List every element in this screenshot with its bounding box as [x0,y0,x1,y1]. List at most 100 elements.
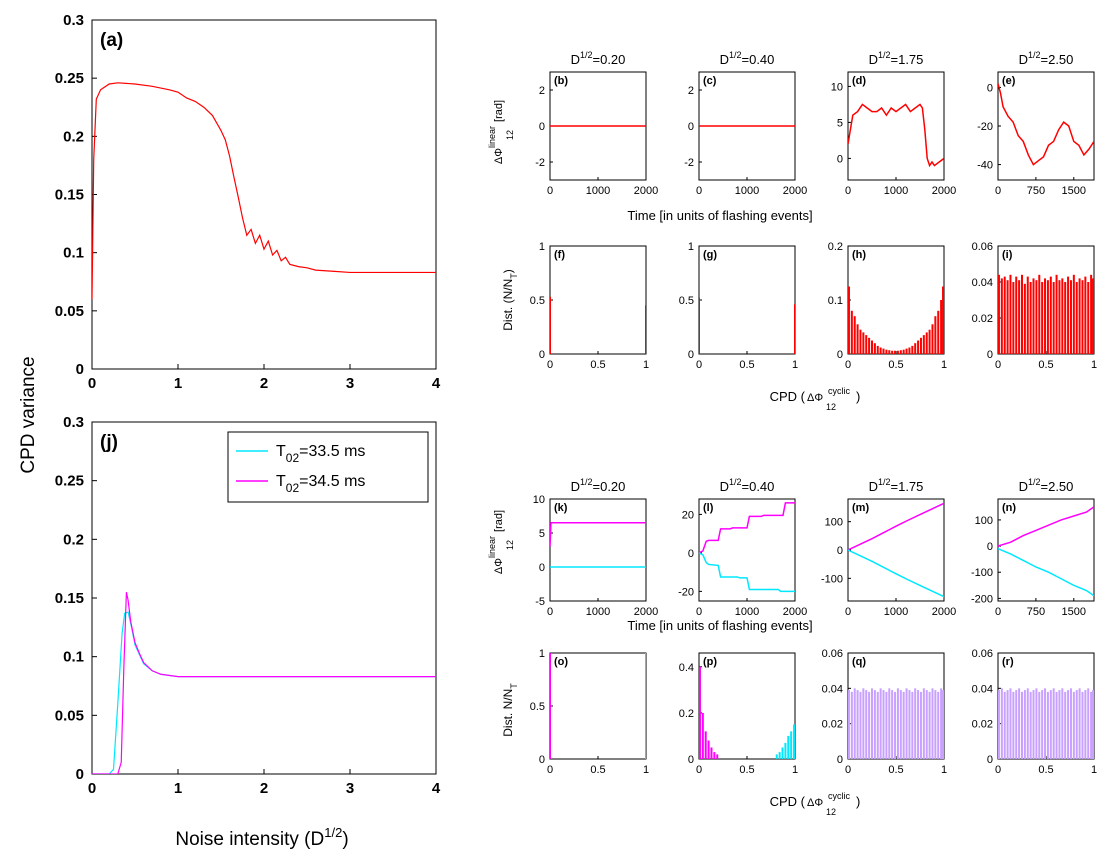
bar-i-0-17 [1046,280,1049,354]
panel-title-main-e: D [1019,52,1028,67]
series-line-e-0 [998,83,1094,166]
bar-q-0-15 [891,690,894,759]
bar-p-1-1 [778,752,781,759]
bar-p-1-3 [784,742,787,759]
bar-r-0-10 [1026,688,1029,759]
panel-label-i: (i) [1002,249,1013,261]
panel-label-d: (d) [852,75,866,87]
bar-q-0-11 [879,688,882,759]
x-tick-label-j: 3 [346,780,354,797]
bar-i-0-30 [1084,276,1087,354]
bar-i-0-10 [1026,276,1029,354]
plot-frame-g [698,245,796,355]
dist-ylabel-bottom-sub: T [509,683,519,689]
bar-q-0-28 [928,691,931,759]
panel-label-q: (q) [852,656,866,668]
bar-p-0-1 [701,712,704,759]
panel-label-g: (g) [703,249,717,261]
phase-ylabel-bottom-sup: linear [487,536,497,558]
phase-ylabel-top-unit: [rad] [493,100,505,122]
bar-h-0-20 [905,348,908,354]
cpd-variance-ylabel: CPD variance [18,356,39,473]
bar-r-0-22 [1061,688,1064,759]
bar-h-0-1 [850,310,853,354]
bar-g-0-1 [794,304,795,354]
series-line-m-0 [848,502,944,551]
bar-p-1-5 [790,731,793,759]
panel-j: 0 1 2 3 400.050.10.150.20.250.3(j) T02=33.5 m… [55,414,441,797]
bar-r-0-23 [1064,691,1067,759]
bar-r-0-20 [1055,691,1058,759]
y-tick-label-b: 0 [539,121,545,133]
y-tick-label-j: 0.25 [55,473,84,490]
bar-g-0-0 [699,297,700,354]
bar-r-0-31 [1087,688,1090,759]
bar-h-0-7 [868,337,871,354]
y-tick-label-l: 20 [682,509,694,521]
panel-label-r: (r) [1002,656,1014,668]
bar-i-0-33 [1092,278,1094,354]
bar-r-0-12 [1032,690,1035,759]
bar-h-0-15 [891,350,894,354]
x-tick-label-k: 2000 [634,606,658,618]
x-tick-label-f: 1 [643,359,649,371]
panel-label-a: (a) [100,30,123,51]
bar-h-0-10 [876,345,879,354]
bar-i-0-16 [1044,278,1047,354]
bar-h-0-29 [931,324,934,354]
plot-frame-l [698,498,796,602]
x-tick-label-b: 2000 [634,185,658,197]
bar-h-0-14 [888,350,891,354]
bar-q-0-2 [853,688,856,759]
dist-ylabel-top-sub: T [509,273,519,279]
bar-r-0-4 [1009,688,1012,759]
bar-q-0-9 [873,690,876,759]
panel-label-k: (k) [554,502,568,514]
panel-title-main-l: D [720,479,729,494]
panel-title-main-d: D [869,52,878,67]
y-tick-label-c: -2 [684,157,694,169]
panel-label-n: (n) [1002,502,1016,514]
panel-title-m: D1/2=1.75 [869,477,924,494]
bar-q-0-33 [942,690,944,759]
y-tick-label-c: 2 [688,85,694,97]
bar-i-0-25 [1069,280,1072,354]
bar-i-0-20 [1055,274,1058,354]
bar-i-0-4 [1009,274,1012,354]
x-tick-label-r: 0.5 [1038,764,1053,776]
noise-intensity-main: Noise intensity (D [175,829,324,850]
bar-h-0-25 [919,337,922,354]
bar-h-0-27 [925,332,928,354]
bar-i-0-12 [1032,278,1035,354]
bar-q-0-21 [908,690,911,759]
bar-q-0-10 [876,691,879,759]
bar-h-0-23 [914,343,917,354]
x-tick-label-o: 0.5 [590,764,605,776]
plot-frame-a [91,19,437,370]
x-tick-label-g: 1 [792,359,798,371]
bar-i-0-28 [1078,278,1081,354]
series-line-k-0 [550,522,646,547]
bar-q-0-12 [882,690,885,759]
panel-title-sup-l: 1/2 [729,477,742,487]
x-tick-label-e: 750 [1027,185,1045,197]
panel-h: 0 0.5 1 0 0.1 0.2 (h) [828,241,947,371]
x-tick-label-a: 4 [432,375,441,392]
dist-ylabel-bottom: Dist. N/NT [501,683,519,737]
series-line-l-1 [699,552,795,593]
svg-text:ΔΦlinear[rad]: ΔΦlinear [rad] [487,100,505,164]
svg-text:Dist. (N/NT): Dist. (N/NT) [501,269,519,331]
x-tick-label-q: 0 [845,764,851,776]
panel-label-h: (h) [852,249,866,261]
y-tick-label-n: -200 [971,593,993,605]
panel-title-rest-m: =1.75 [891,479,924,494]
x-tick-label-d: 1000 [884,185,908,197]
y-tick-label-m: -100 [821,573,843,585]
panel-g: 0 0.5 1 0 0.5 1 (g) [679,241,798,371]
phase-ylabel-bottom-main: ΔΦ [493,558,505,574]
panel-m: 0 1000 2000 -100 0 100 (m)D1/2=1.75 [821,477,956,618]
bar-p-0-3 [707,740,710,759]
panel-o: 0 0.5 1 0 0.5 1 (o) [530,648,649,776]
panel-i: 0 0.5 1 0 0.02 0.04 0.06 (i) [972,241,1097,371]
